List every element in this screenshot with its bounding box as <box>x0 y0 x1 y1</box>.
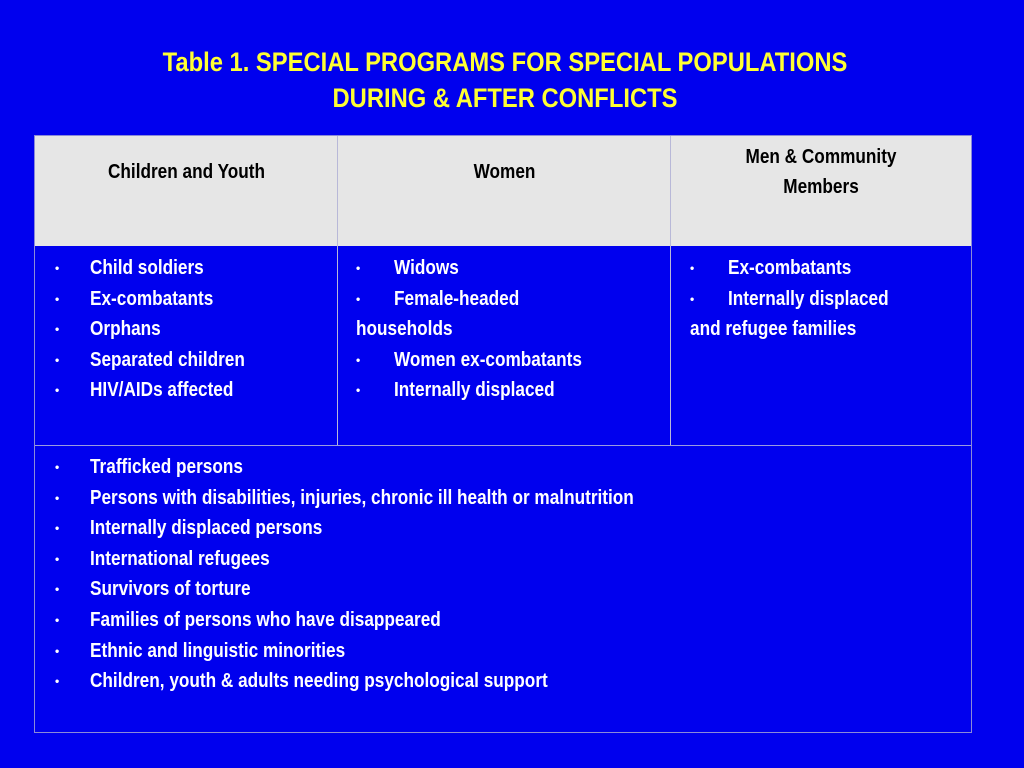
men-community-list: • Ex-combatants • Internally displaced and… <box>690 253 915 345</box>
header-men-community: Men & Community Members <box>671 136 971 246</box>
bullet-icon: • <box>55 551 60 566</box>
bullet-icon: • <box>356 291 361 306</box>
bullet-icon: • <box>55 612 60 627</box>
list-item: • Internally displaced <box>356 375 613 406</box>
cell-all-populations: • Trafficked persons • Persons with disabi… <box>55 452 722 697</box>
list-item-continuation: and refugee families <box>690 314 915 345</box>
list-item: • Women ex-combatants <box>356 345 613 376</box>
list-item-text: and refugee families <box>690 318 857 341</box>
list-item: • Child soldiers <box>55 253 270 284</box>
list-item: • Trafficked persons <box>55 452 722 483</box>
populations-table: Children and Youth Women Men & Community… <box>34 135 972 733</box>
header-men-community-line-2: Members <box>783 176 859 198</box>
cell-men-community: • Ex-combatants • Internally displaced and… <box>690 253 915 345</box>
title-line-2: DURING & AFTER CONFLICTS <box>332 83 678 113</box>
bullet-icon: • <box>55 291 60 306</box>
column-divider-1 <box>337 136 338 445</box>
list-item-text: Internally displaced <box>394 379 555 402</box>
bullet-icon: • <box>690 291 695 306</box>
list-item-text: Ex-combatants <box>728 257 852 279</box>
list-item-continuation: households <box>356 314 613 345</box>
bullet-icon: • <box>55 490 60 505</box>
list-item: • Separated children <box>55 345 270 376</box>
list-item-text: Families of persons who have disappeared <box>90 608 441 631</box>
column-divider-2 <box>670 136 671 445</box>
list-item-text: Separated children <box>90 348 245 371</box>
bullet-icon: • <box>55 582 60 597</box>
row-divider <box>35 445 971 446</box>
list-item-text: Survivors of torture <box>90 578 251 601</box>
list-item-text: Orphans <box>90 318 161 341</box>
list-item-text: Widows <box>394 257 459 279</box>
list-item: • Widows <box>356 253 613 284</box>
list-item: • International refugees <box>55 544 722 575</box>
table-header-row: Children and Youth Women Men & Community… <box>35 136 971 246</box>
list-item-text: Ethnic and linguistic minorities <box>90 639 346 662</box>
bullet-icon: • <box>55 643 60 658</box>
cell-women: • Widows • Female-headed households • Women… <box>356 253 613 406</box>
list-item-text: HIV/AIDs affected <box>90 379 234 402</box>
header-men-community-line-1: Men & Community <box>745 146 897 168</box>
bullet-icon: • <box>356 383 361 398</box>
list-item-text: Internally displaced <box>728 287 889 310</box>
list-item-text: Trafficked persons <box>90 456 243 478</box>
cell-children-youth: • Child soldiers • Ex-combatants • Orphans … <box>55 253 270 406</box>
list-item: • Ethnic and linguistic minorities <box>55 636 722 667</box>
list-item: • Persons with disabilities, injuries, ch… <box>55 483 722 514</box>
bullet-icon: • <box>55 460 60 474</box>
header-children-youth-text: Children and Youth <box>107 161 266 183</box>
header-children-youth: Children and Youth <box>35 136 338 246</box>
list-item-text: households <box>356 318 453 341</box>
bullet-icon: • <box>356 352 361 367</box>
list-item-text: Female-headed <box>394 287 520 310</box>
bullet-icon: • <box>55 674 60 689</box>
list-item: • Orphans <box>55 314 270 345</box>
bullet-icon: • <box>55 261 60 275</box>
list-item-text: Children, youth & adults needing psychol… <box>90 670 548 693</box>
list-item: • Children, youth & adults needing psycho… <box>55 666 722 697</box>
list-item: • Survivors of torture <box>55 574 722 605</box>
list-item-text: Child soldiers <box>90 257 204 279</box>
header-women-text: Women <box>473 161 536 183</box>
list-item-text: Persons with disabilities, injuries, chr… <box>90 486 634 509</box>
title-line-1: Table 1. SPECIAL PROGRAMS FOR SPECIAL PO… <box>162 47 848 77</box>
list-item-text: Ex-combatants <box>90 287 214 310</box>
bullet-icon: • <box>55 352 60 367</box>
list-item-text: Internally displaced persons <box>90 517 323 540</box>
women-list: • Widows • Female-headed households • Women… <box>356 253 613 406</box>
list-item: • HIV/AIDs affected <box>55 375 270 406</box>
list-item: • Families of persons who have disappeare… <box>55 605 722 636</box>
list-item: • Ex-combatants <box>690 253 915 284</box>
bullet-icon: • <box>55 322 60 337</box>
list-item: • Internally displaced <box>690 284 915 315</box>
bullet-icon: • <box>356 261 361 275</box>
list-item: • Female-headed <box>356 284 613 315</box>
bullet-icon: • <box>690 261 695 275</box>
slide-title: Table 1. SPECIAL PROGRAMS FOR SPECIAL PO… <box>61 44 950 116</box>
list-item: • Ex-combatants <box>55 284 270 315</box>
list-item: • Internally displaced persons <box>55 513 722 544</box>
header-women: Women <box>338 136 671 246</box>
list-item-text: International refugees <box>90 547 270 570</box>
children-youth-list: • Child soldiers • Ex-combatants • Orphans … <box>55 253 270 406</box>
all-populations-list: • Trafficked persons • Persons with disabi… <box>55 452 722 697</box>
bullet-icon: • <box>55 521 60 536</box>
list-item-text: Women ex-combatants <box>394 348 582 371</box>
bullet-icon: • <box>55 383 60 398</box>
